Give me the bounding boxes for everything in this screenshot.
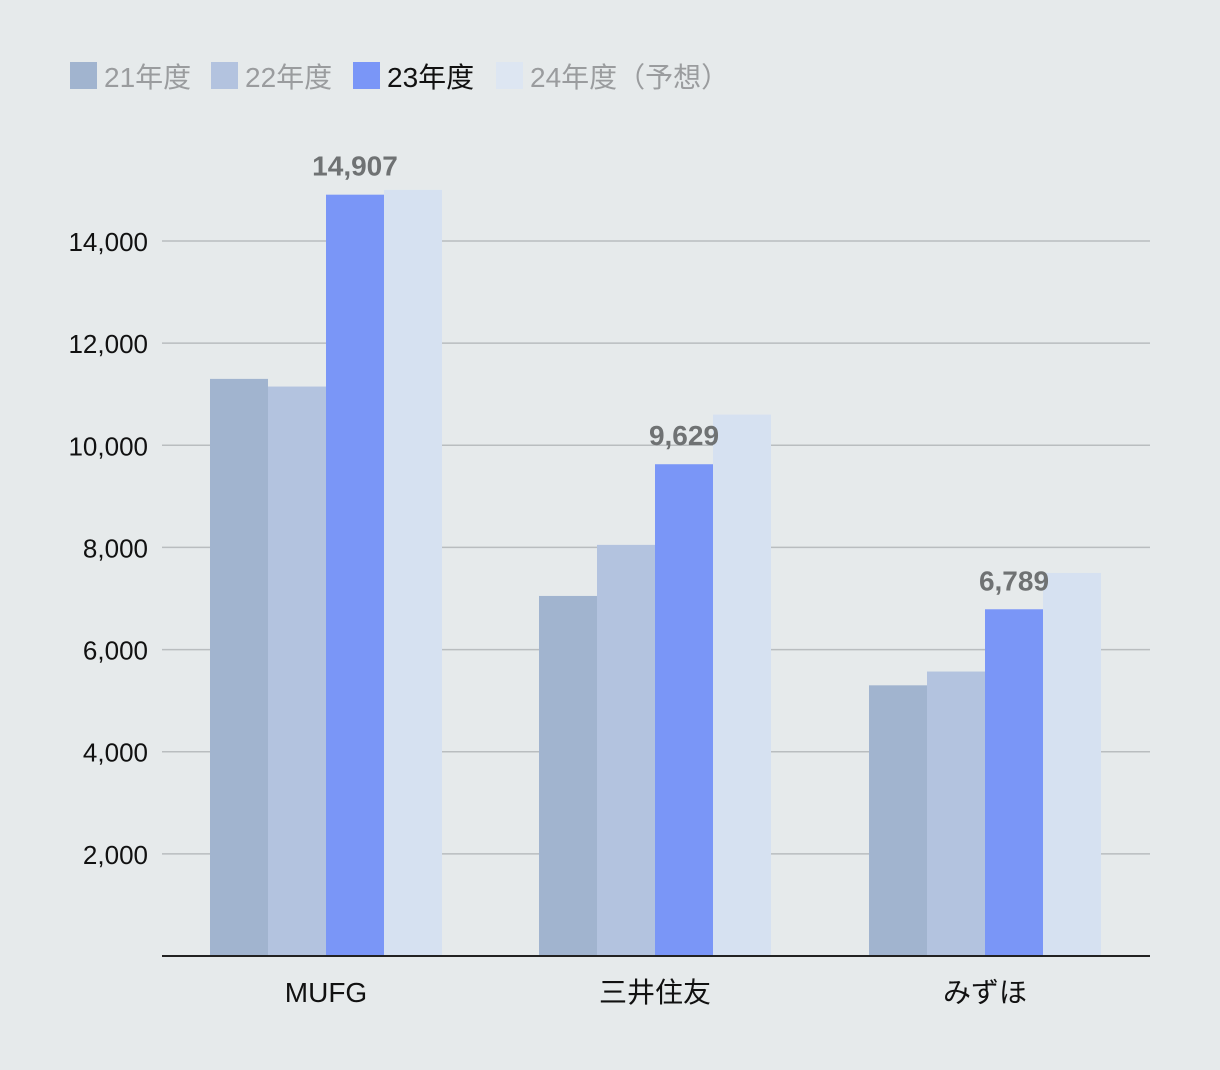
bar-2 [268, 386, 326, 956]
category-label: 三井住友 [599, 977, 711, 1008]
y-tick-label: 2,000 [83, 840, 148, 870]
bar-3 [326, 194, 384, 956]
legend-swatch [353, 62, 380, 89]
legend-label: 24年度（予想） [530, 62, 729, 93]
legend-label: 22年度 [245, 62, 332, 93]
y-tick-label: 12,000 [68, 329, 148, 359]
y-tick-label: 4,000 [83, 738, 148, 768]
legend-swatch [211, 62, 238, 89]
bar-1 [539, 595, 597, 956]
y-tick-label: 8,000 [83, 533, 148, 563]
category-label: みずほ [943, 977, 1027, 1008]
bars [210, 189, 1101, 957]
legend-swatch [70, 62, 97, 89]
value-label: 9,629 [649, 420, 719, 451]
bar-3 [985, 609, 1043, 956]
y-axis: 2,000 4,000 6,000 8,000 10,000 12,000 14,000 [68, 227, 148, 870]
legend-label: 23年度 [387, 62, 474, 93]
category-label: MUFG [285, 977, 367, 1008]
bar-3 [655, 464, 713, 956]
x-axis: MUFG 三井住友 みずほ [162, 955, 1150, 1008]
bar-4 [713, 414, 771, 957]
bar-4 [384, 189, 442, 956]
value-label: 6,789 [979, 565, 1049, 596]
bar-4 [1043, 572, 1101, 956]
bar-1 [869, 685, 927, 956]
bar-2 [597, 544, 655, 956]
y-tick-label: 10,000 [68, 431, 148, 461]
y-tick-label: 6,000 [83, 636, 148, 666]
value-labels: 14,907 9,629 6,789 [312, 151, 1049, 597]
legend-swatch [496, 62, 523, 89]
bar-1 [210, 378, 268, 957]
value-label: 14,907 [312, 151, 398, 182]
legend-label: 21年度 [104, 62, 191, 93]
y-tick-label: 14,000 [68, 227, 148, 257]
bar-2 [927, 671, 985, 956]
legend: 21年度 22年度 23年度 24年度（予想） [70, 62, 729, 93]
